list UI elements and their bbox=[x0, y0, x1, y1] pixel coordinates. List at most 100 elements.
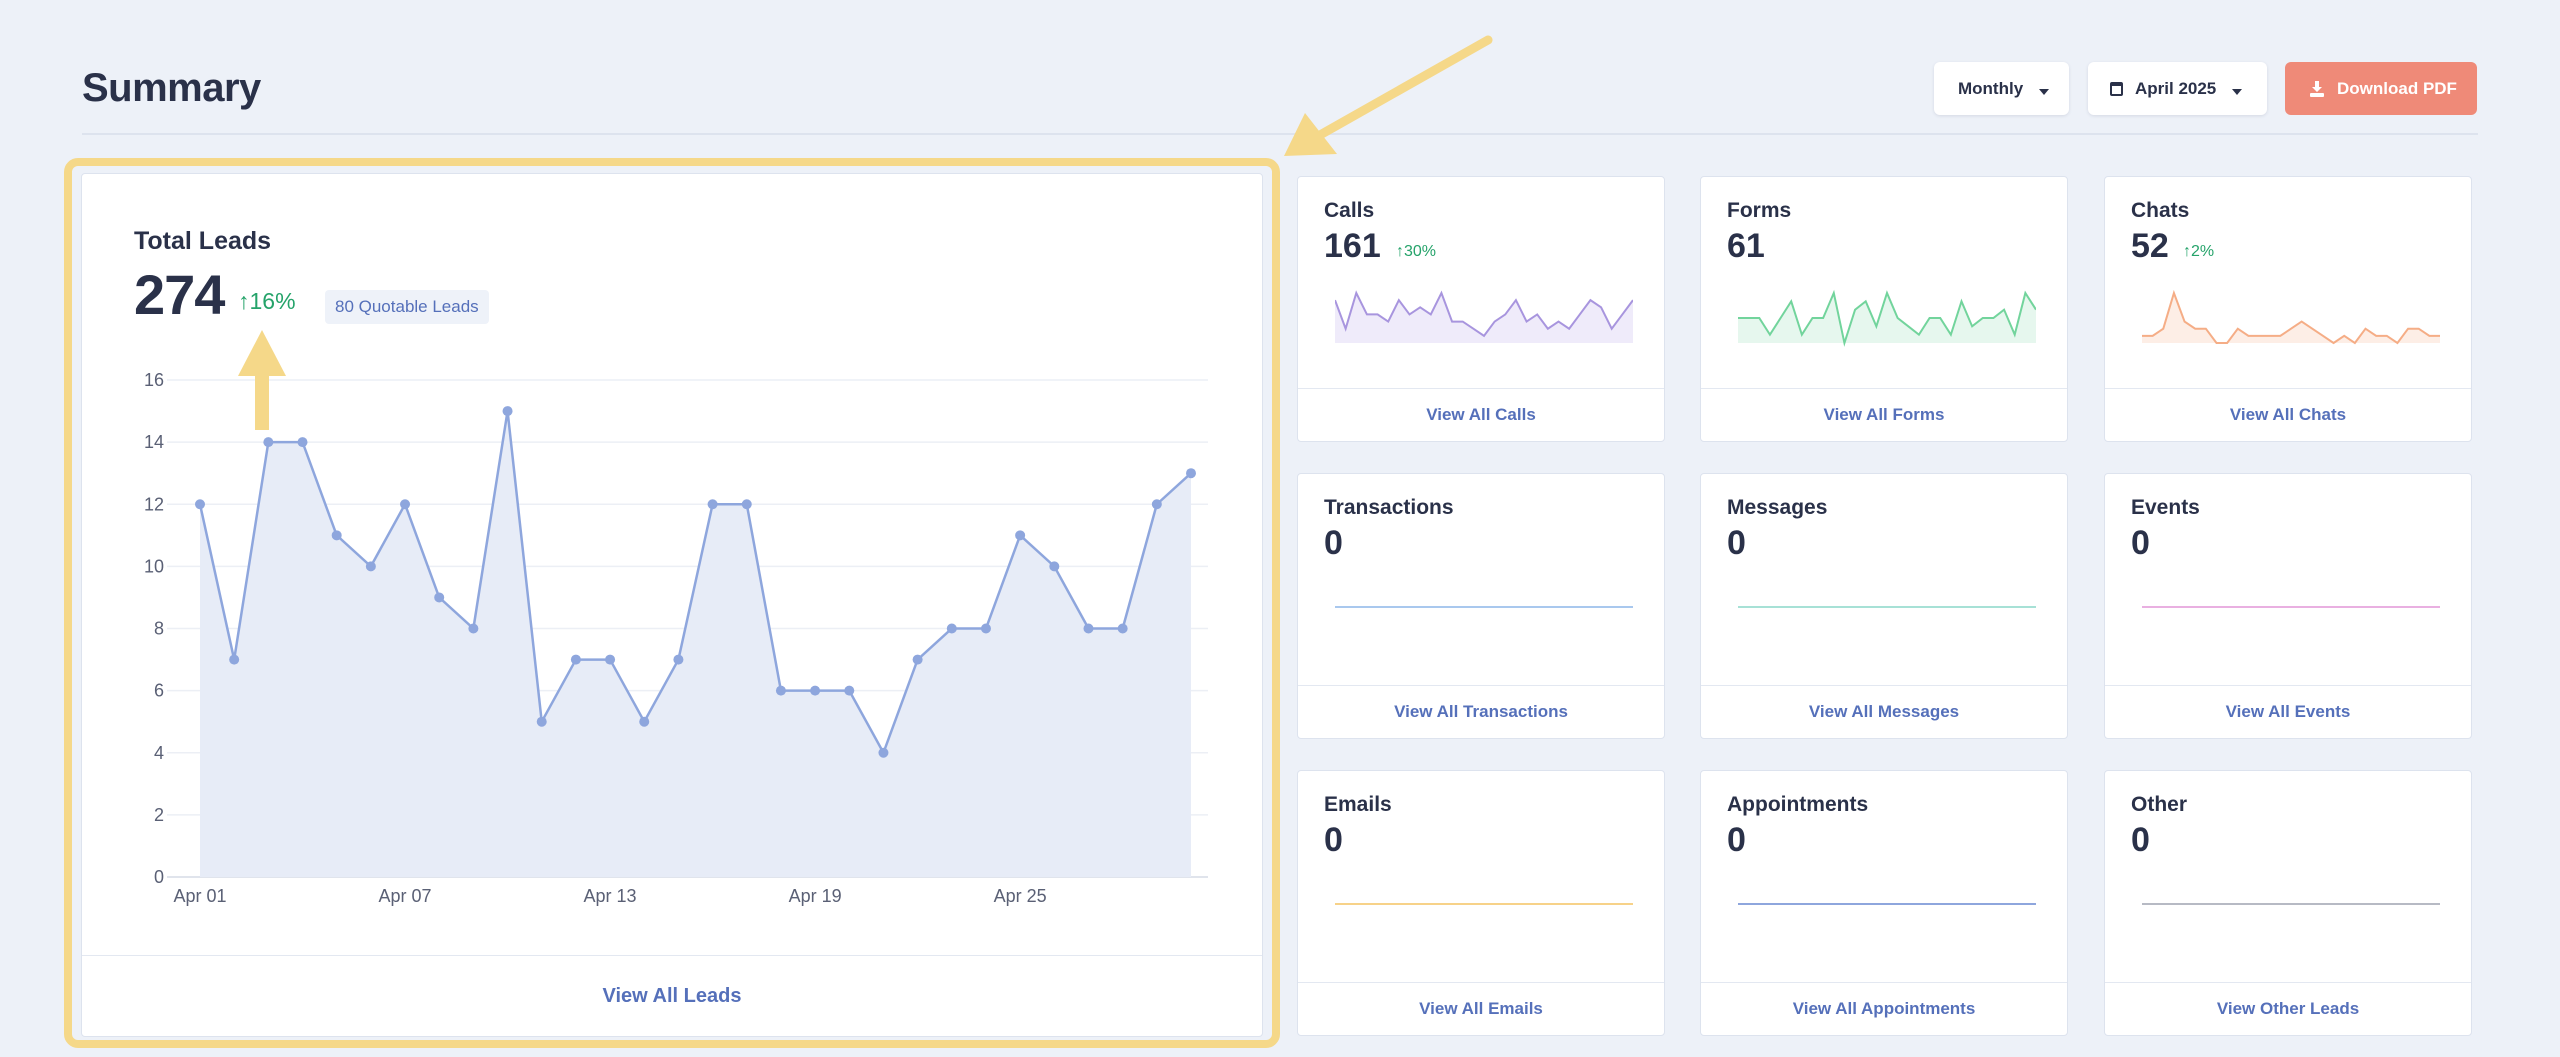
chevron-down-icon bbox=[2232, 88, 2243, 95]
calls-view-all-link[interactable]: View All Calls bbox=[1298, 388, 1664, 441]
month-picker[interactable]: April 2025 bbox=[2088, 62, 2267, 115]
chats-sparkline-line bbox=[2142, 289, 2440, 345]
y-tick-label: 8 bbox=[154, 619, 164, 639]
other-title: Other bbox=[2131, 793, 2188, 816]
messages-sparkline bbox=[1738, 606, 2036, 608]
x-tick-label: Apr 19 bbox=[789, 886, 842, 906]
events-card: Events 0 View All Events bbox=[2104, 473, 2472, 739]
download-pdf-label: Download PDF bbox=[2337, 78, 2457, 98]
appointments-value: 0 bbox=[1727, 821, 1746, 859]
emails-value: 0 bbox=[1324, 821, 1343, 859]
data-point bbox=[1117, 623, 1128, 634]
emails-view-all-link[interactable]: View All Emails bbox=[1298, 982, 1664, 1035]
messages-view-all-link[interactable]: View All Messages bbox=[1701, 685, 2067, 738]
data-point bbox=[844, 685, 855, 696]
other-value: 0 bbox=[2131, 821, 2150, 859]
calls-trend: ↑30% bbox=[1396, 243, 1436, 261]
arrow-up-icon: ↑ bbox=[2183, 243, 2191, 260]
data-point bbox=[229, 654, 240, 665]
y-tick-label: 10 bbox=[144, 556, 164, 576]
events-sparkline bbox=[2142, 606, 2440, 608]
forms-sparkline-line bbox=[1738, 289, 2036, 347]
quotable-leads-badge: 80 Quotable Leads bbox=[325, 290, 489, 324]
other-sparkline bbox=[2142, 903, 2440, 905]
data-point bbox=[536, 716, 547, 727]
title-divider bbox=[82, 133, 2478, 135]
chats-value: 52 bbox=[2131, 227, 2169, 265]
chats-sparkline bbox=[2142, 289, 2440, 345]
data-point bbox=[297, 437, 308, 448]
chats-title: Chats bbox=[2131, 199, 2190, 222]
calls-sparkline bbox=[1335, 290, 1633, 343]
calendar-icon bbox=[2110, 81, 2123, 96]
period-dropdown[interactable]: Monthly bbox=[1934, 62, 2069, 115]
download-pdf-button[interactable]: Download PDF bbox=[2285, 62, 2477, 115]
forms-value: 61 bbox=[1727, 227, 1765, 265]
events-title: Events bbox=[2131, 496, 2200, 519]
data-point bbox=[980, 623, 991, 634]
transactions-view-all-link[interactable]: View All Transactions bbox=[1298, 685, 1664, 738]
forms-sparkline-area bbox=[1738, 293, 2036, 343]
calls-trend-value: 30% bbox=[1404, 243, 1437, 260]
data-point bbox=[365, 561, 376, 572]
chevron-down-icon bbox=[2039, 88, 2050, 95]
data-point bbox=[1083, 623, 1094, 634]
data-point bbox=[434, 592, 445, 603]
period-dropdown-label: Monthly bbox=[1958, 78, 2024, 98]
data-point bbox=[468, 623, 479, 634]
total-leads-card: 0 2 4 6 8 10 12 14 16 Apr 01 Apr 07 Apr 13 Apr 19 Apr… bbox=[81, 173, 1263, 1037]
messages-value: 0 bbox=[1727, 524, 1746, 562]
y-tick-label: 12 bbox=[144, 494, 164, 514]
data-point bbox=[810, 685, 821, 696]
highlight-frame bbox=[64, 158, 1280, 1048]
transactions-value: 0 bbox=[1324, 524, 1343, 562]
total-leads-title: Total Leads bbox=[134, 227, 272, 255]
events-value: 0 bbox=[2131, 524, 2150, 562]
data-point bbox=[1151, 499, 1162, 510]
transactions-sparkline bbox=[1335, 606, 1633, 608]
messages-title: Messages bbox=[1727, 496, 1828, 519]
y-tick-label: 6 bbox=[154, 681, 164, 701]
data-point bbox=[331, 530, 342, 541]
y-tick-label: 16 bbox=[144, 370, 164, 390]
calls-card: Calls 161 ↑30% View All Calls bbox=[1297, 176, 1665, 442]
data-point bbox=[195, 499, 205, 510]
leads-area bbox=[200, 411, 1191, 877]
download-icon bbox=[2310, 80, 2324, 97]
view-all-leads-link[interactable]: View All Leads bbox=[82, 955, 1262, 1036]
data-point bbox=[1015, 530, 1026, 541]
x-tick-label: Apr 13 bbox=[584, 886, 637, 906]
total-leads-value: 274 bbox=[134, 263, 225, 326]
page-title: Summary bbox=[82, 66, 261, 110]
forms-view-all-link[interactable]: View All Forms bbox=[1701, 388, 2067, 441]
chats-trend-value: 2% bbox=[2191, 243, 2215, 260]
chats-view-all-link[interactable]: View All Chats bbox=[2105, 388, 2471, 441]
appointments-card: Appointments 0 View All Appointments bbox=[1700, 770, 2068, 1036]
month-picker-label: April 2025 bbox=[2135, 78, 2217, 98]
chats-trend: ↑2% bbox=[2183, 243, 2214, 261]
appointments-view-all-link[interactable]: View All Appointments bbox=[1701, 982, 2067, 1035]
y-tick-label: 4 bbox=[154, 743, 164, 763]
total-leads-chart: 0 2 4 6 8 10 12 14 16 Apr 01 Apr 07 Apr 13 Apr 19 Apr… bbox=[144, 370, 1208, 906]
data-point bbox=[1049, 561, 1060, 572]
appointments-title: Appointments bbox=[1727, 793, 1869, 816]
emails-sparkline bbox=[1335, 903, 1633, 905]
data-point bbox=[673, 654, 684, 665]
other-card: Other 0 View Other Leads bbox=[2104, 770, 2472, 1036]
other-view-all-link[interactable]: View Other Leads bbox=[2105, 982, 2471, 1035]
calls-sparkline-area bbox=[1335, 293, 1633, 343]
transactions-title: Transactions bbox=[1324, 496, 1454, 519]
messages-card: Messages 0 View All Messages bbox=[1700, 473, 2068, 739]
annotation-arrow-diagonal bbox=[1284, 35, 1493, 156]
y-tick-label: 0 bbox=[154, 867, 164, 887]
data-point bbox=[775, 685, 786, 696]
x-tick-label: Apr 07 bbox=[379, 886, 432, 906]
events-view-all-link[interactable]: View All Events bbox=[2105, 685, 2471, 738]
emails-title: Emails bbox=[1324, 793, 1392, 816]
forms-title: Forms bbox=[1727, 199, 1792, 222]
arrow-up-icon: ↑ bbox=[238, 288, 250, 314]
x-tick-label: Apr 01 bbox=[173, 886, 226, 906]
arrow-up-icon: ↑ bbox=[1396, 243, 1404, 260]
data-point bbox=[502, 406, 513, 417]
total-leads-trend: ↑16% bbox=[238, 288, 296, 315]
